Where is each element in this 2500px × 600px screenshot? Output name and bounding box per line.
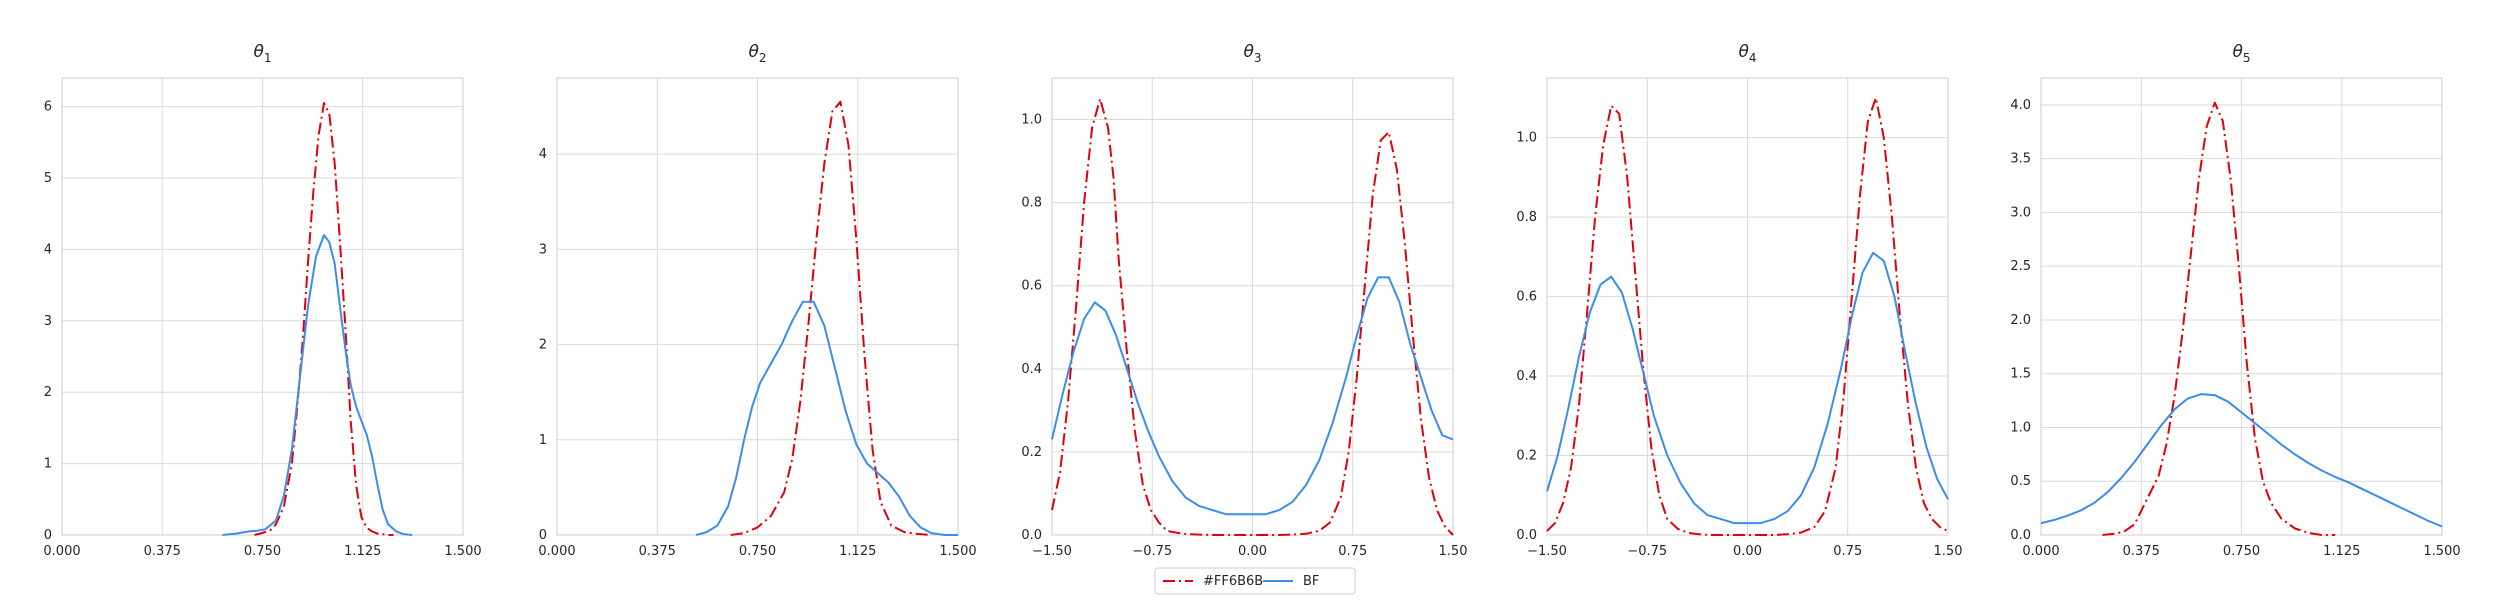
legend-label-bf: BF (1303, 574, 1319, 589)
x-tick-label: 0.375 (2123, 544, 2160, 559)
y-tick-label: 5 (44, 171, 52, 186)
subplot-5: 0.000 0.375 0.750 1.125 1.500 0.0 0.5 1.0 1.5 2.0… (2010, 42, 2460, 559)
series-line-ff6b6b (254, 102, 394, 536)
y-tick-label: 0 (44, 528, 52, 543)
y-tick-label: 6 (44, 100, 52, 115)
series-line-bf (1051, 276, 1454, 516)
y-tick-label: 3 (44, 314, 52, 329)
y-tick-label: 0.8 (1021, 196, 1042, 211)
subplot-3: −1.50 −0.75 0.00 0.75 1.50 0.0 0.2 0.4 0.6 0.8 1.0… (1021, 42, 1467, 559)
y-tick-label: 0.0 (1021, 528, 1042, 543)
x-tick-label: 1.50 (1934, 544, 1963, 559)
x-tick-label: 1.500 (939, 544, 976, 559)
axes-frame (1546, 77, 1949, 536)
subplot-2: 0.000 0.375 0.750 1.125 1.500 0 1 2 3 4 θ2 (538, 42, 976, 559)
x-tick-label: 0.750 (2223, 544, 2260, 559)
x-tick-label: 0.750 (244, 544, 281, 559)
y-tick-label: 4 (539, 147, 547, 162)
x-tick-label: 1.125 (839, 544, 876, 559)
series-line-bf (695, 300, 958, 536)
subplot-title: θ3 (1243, 42, 1261, 65)
y-tick-label: 2 (44, 385, 52, 400)
axes-frame (2040, 77, 2443, 536)
y-tick-label: 3.0 (2010, 205, 2031, 220)
subplot-title: θ1 (253, 42, 271, 65)
x-tick-label: 0.000 (43, 544, 80, 559)
series-line-ff6b6b (730, 100, 932, 536)
series-line-bf (1546, 251, 1949, 525)
x-tick-label: 0.000 (538, 544, 575, 559)
x-tick-label: 0.00 (1733, 544, 1762, 559)
axes-frame (556, 77, 959, 536)
y-tick-label: 4 (44, 242, 52, 257)
x-tick-label: 1.125 (344, 544, 381, 559)
y-tick-label: 2.5 (2010, 259, 2031, 274)
x-tick-label: 1.50 (1439, 544, 1468, 559)
y-tick-label: 1.0 (1516, 131, 1537, 146)
x-tick-label: −1.50 (1032, 544, 1072, 559)
axes-frame (61, 77, 464, 536)
y-tick-label: 0.6 (1021, 279, 1042, 294)
y-tick-label: 3.5 (2010, 152, 2031, 167)
series-line-bf (222, 234, 413, 536)
axes-frame (1051, 77, 1454, 536)
x-tick-label: 1.500 (2423, 544, 2460, 559)
x-tick-label: −1.50 (1527, 544, 1567, 559)
series-line-bf (2040, 393, 2443, 528)
x-tick-label: 0.000 (2022, 544, 2059, 559)
subplot-title: θ5 (2232, 42, 2250, 65)
y-tick-label: 2.0 (2010, 313, 2031, 328)
x-tick-label: −0.75 (1627, 544, 1667, 559)
y-tick-label: 0 (539, 528, 547, 543)
y-tick-label: 0.8 (1516, 210, 1537, 225)
legend: #FF6B6B BF (1154, 567, 1356, 595)
y-tick-label: 3 (539, 242, 547, 257)
y-tick-label: 1 (44, 457, 52, 472)
x-tick-label: 1.500 (444, 544, 481, 559)
subplot-title: θ4 (1738, 42, 1756, 65)
y-tick-label: 0.6 (1516, 290, 1537, 305)
y-tick-label: 0.4 (1021, 362, 1042, 377)
y-tick-label: 0.4 (1516, 369, 1537, 384)
legend-frame (1154, 567, 1356, 595)
subplot-title: θ2 (748, 42, 766, 65)
y-tick-label: 2 (539, 338, 547, 353)
y-tick-label: 0.2 (1021, 445, 1042, 460)
y-tick-label: 4.0 (2010, 98, 2031, 113)
legend-label-ff6b6b: #FF6B6B (1203, 574, 1263, 589)
y-tick-label: 1.5 (2010, 367, 2031, 382)
y-tick-label: 0.0 (2010, 528, 2031, 543)
y-tick-label: 1.0 (2010, 420, 2031, 435)
x-tick-label: 0.75 (1833, 544, 1862, 559)
y-tick-label: 0.5 (2010, 474, 2031, 489)
x-tick-label: −0.75 (1132, 544, 1172, 559)
series-line-ff6b6b (2102, 101, 2336, 536)
y-tick-label: 0.0 (1516, 528, 1537, 543)
x-tick-label: 0.00 (1238, 544, 1267, 559)
subplot-1: 0.000 0.375 0.750 1.125 1.500 0 1 2 3 4 5 6 θ1 (43, 42, 481, 559)
x-tick-label: 0.750 (739, 544, 776, 559)
series-line-ff6b6b (1546, 96, 1949, 536)
x-tick-label: 0.375 (144, 544, 181, 559)
y-tick-label: 1.0 (1021, 113, 1042, 128)
y-tick-label: 0.2 (1516, 449, 1537, 464)
x-tick-label: 1.125 (2323, 544, 2360, 559)
y-tick-label: 1 (539, 433, 547, 448)
series-line-ff6b6b (1051, 97, 1454, 536)
x-tick-label: 0.75 (1338, 544, 1367, 559)
subplot-4: −1.50 −0.75 0.00 0.75 1.50 0.0 0.2 0.4 0.6 0.8 1.0… (1516, 42, 1962, 559)
x-tick-label: 0.375 (639, 544, 676, 559)
